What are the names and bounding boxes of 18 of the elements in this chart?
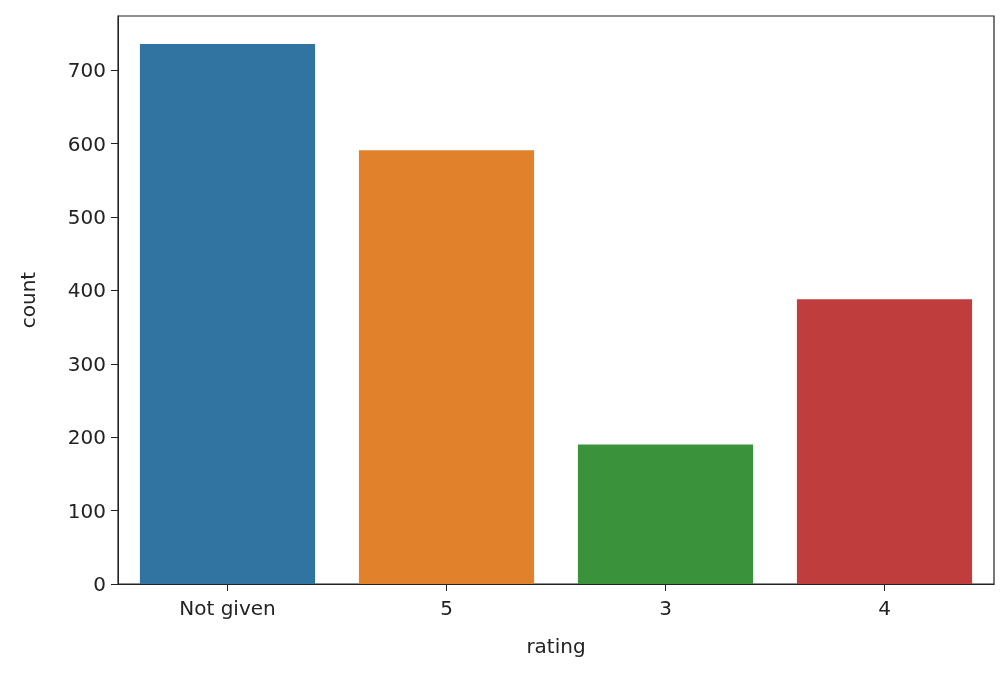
y-axis-title: count (16, 271, 40, 329)
bar (577, 444, 754, 584)
y-tick-label: 700 (67, 58, 106, 83)
y-tick-label: 400 (67, 278, 106, 303)
bar (139, 43, 316, 584)
x-tick-label: Not given (179, 596, 276, 620)
y-tick-label: 300 (67, 351, 106, 376)
y-tick-label: 500 (67, 205, 106, 230)
x-tick-label: 5 (440, 596, 453, 620)
x-tick-label: 4 (878, 596, 891, 620)
x-tick-label: 3 (659, 596, 672, 620)
bar (358, 150, 535, 584)
bar (796, 299, 973, 584)
y-tick-label: 200 (67, 425, 106, 450)
y-tick-label: 100 (67, 498, 106, 523)
y-tick-label: 600 (67, 131, 106, 156)
y-tick-label: 0 (93, 572, 106, 596)
x-axis-title: rating (526, 634, 586, 658)
